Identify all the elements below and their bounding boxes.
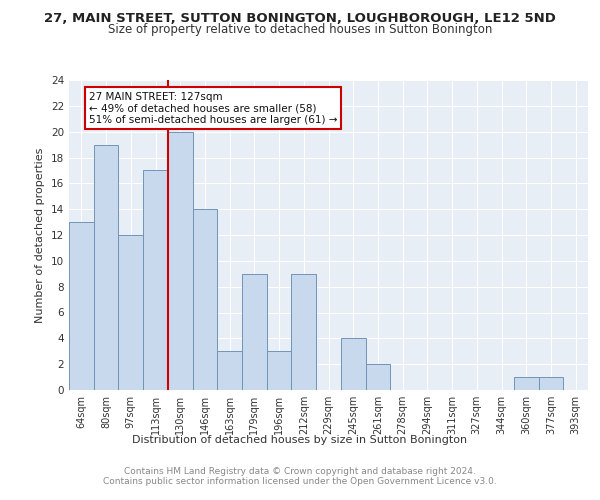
Text: 27 MAIN STREET: 127sqm
← 49% of detached houses are smaller (58)
51% of semi-det: 27 MAIN STREET: 127sqm ← 49% of detached… [89, 92, 337, 125]
Bar [242, 274, 267, 390]
Y-axis label: Number of detached properties: Number of detached properties [35, 148, 46, 322]
Text: 27, MAIN STREET, SUTTON BONINGTON, LOUGHBOROUGH, LE12 5ND: 27, MAIN STREET, SUTTON BONINGTON, LOUGH… [44, 12, 556, 26]
Text: Contains public sector information licensed under the Open Government Licence v3: Contains public sector information licen… [103, 478, 497, 486]
Bar [118, 235, 143, 390]
Bar [539, 377, 563, 390]
Bar [514, 377, 539, 390]
Bar [168, 132, 193, 390]
Bar [365, 364, 390, 390]
Bar [69, 222, 94, 390]
Bar [292, 274, 316, 390]
Text: Contains HM Land Registry data © Crown copyright and database right 2024.: Contains HM Land Registry data © Crown c… [124, 468, 476, 476]
Bar [94, 144, 118, 390]
Bar [341, 338, 365, 390]
Bar [143, 170, 168, 390]
Text: Distribution of detached houses by size in Sutton Bonington: Distribution of detached houses by size … [133, 435, 467, 445]
Bar [217, 351, 242, 390]
Bar [193, 209, 217, 390]
Text: Size of property relative to detached houses in Sutton Bonington: Size of property relative to detached ho… [108, 24, 492, 36]
Bar [267, 351, 292, 390]
